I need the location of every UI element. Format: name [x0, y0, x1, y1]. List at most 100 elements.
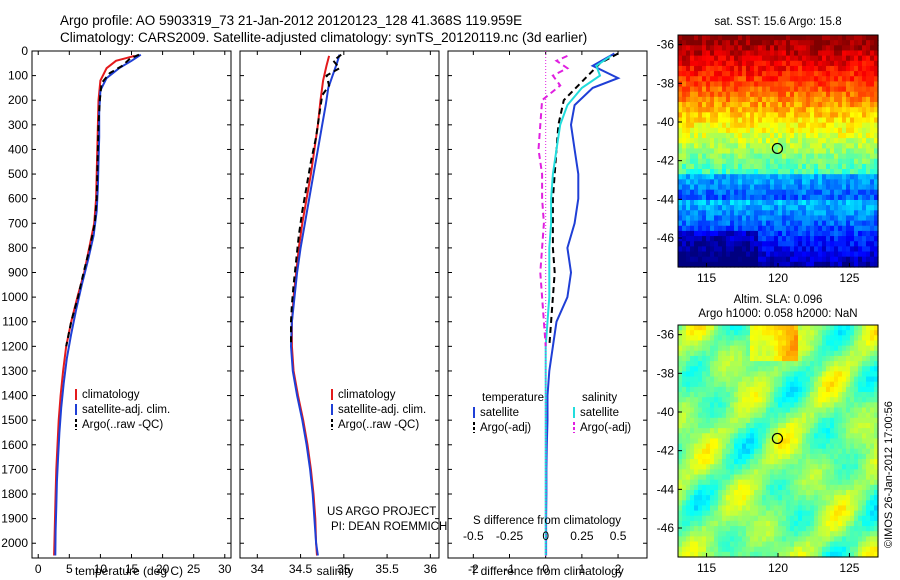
sst-cell: [870, 138, 875, 144]
sst-cell: [858, 158, 863, 165]
sst-cell: [694, 179, 699, 186]
sla-cell: [694, 428, 699, 434]
sst-cell: [790, 194, 795, 201]
sst-cell: [842, 91, 847, 98]
sst-cell: [746, 199, 751, 206]
sal-xtick-label: 34: [251, 562, 265, 576]
sst-cell: [786, 225, 791, 232]
sst-cell: [738, 81, 743, 88]
sst-cell: [778, 241, 783, 247]
sla-cell: [806, 510, 811, 517]
sla-cell: [846, 526, 851, 532]
sst-cell: [698, 210, 703, 217]
sla-cell: [798, 469, 803, 476]
temp-ytick-label: 900: [8, 266, 28, 280]
sst-cell: [702, 60, 707, 67]
sst-cell: [706, 205, 711, 211]
sst-cell: [690, 35, 695, 41]
sst-cell: [746, 86, 751, 93]
sst-cell: [834, 179, 839, 186]
sla-cell: [846, 536, 851, 543]
sla-cell: [798, 433, 803, 440]
sla-cell: [750, 469, 755, 476]
sst-cell: [814, 60, 819, 67]
sla-cell: [678, 459, 683, 465]
sla-cell: [786, 376, 791, 383]
sst-cell: [838, 220, 843, 227]
sst-cell: [738, 210, 743, 217]
sla-cell: [694, 417, 699, 424]
sst-cell: [778, 210, 783, 217]
sst-cell: [742, 112, 747, 119]
sst-cell: [846, 143, 851, 150]
sla-cell: [778, 443, 783, 450]
sla-cell: [774, 361, 779, 367]
sst-cell: [826, 91, 831, 98]
sst-cell: [702, 76, 707, 82]
sla-cell: [790, 469, 795, 476]
sla-cell: [822, 422, 827, 429]
sla-cell: [698, 443, 703, 450]
sla-cell: [790, 433, 795, 440]
sla-cell: [690, 505, 695, 512]
sst-cell: [722, 138, 727, 144]
sst-cell: [726, 50, 731, 57]
sla-cell: [694, 531, 699, 537]
sst-cell: [750, 35, 755, 41]
sst-cell: [806, 184, 811, 191]
sst-cell: [746, 50, 751, 57]
sla-cell: [698, 412, 703, 419]
sst-cell: [774, 96, 779, 103]
sst-cell: [858, 127, 863, 134]
sst-cell: [782, 158, 787, 165]
sst-cell: [766, 241, 771, 247]
sla-cell: [682, 350, 687, 357]
sla-cell: [690, 464, 695, 470]
sla-cell: [750, 505, 755, 512]
sla-cell: [774, 402, 779, 409]
sst-cell: [702, 169, 707, 175]
sla-cell: [694, 526, 699, 532]
sla-cell: [810, 335, 815, 342]
sla-cell: [722, 417, 727, 424]
sla-cell: [870, 551, 875, 558]
sla-cell: [678, 438, 683, 445]
sla-cell: [702, 464, 707, 470]
sst-cell: [834, 189, 839, 196]
sla-cell: [786, 448, 791, 455]
sla-cell: [702, 531, 707, 537]
sla-cell: [690, 433, 695, 440]
sst-cell: [834, 91, 839, 98]
sst-cell: [862, 199, 867, 206]
sla-cell: [710, 479, 715, 486]
sst-cell: [838, 215, 843, 222]
sst-cell: [862, 184, 867, 191]
sst-cell: [782, 71, 787, 77]
sst-cell: [798, 35, 803, 41]
sst-cell: [842, 55, 847, 62]
sst-cell: [714, 76, 719, 82]
sst-cell: [778, 189, 783, 196]
sst-cell: [830, 91, 835, 98]
sla-cell: [842, 402, 847, 409]
sst-cell: [702, 45, 707, 52]
sla-cell: [774, 531, 779, 537]
sst-cell: [782, 122, 787, 129]
sla-cell: [838, 505, 843, 512]
sst-cell: [802, 256, 807, 263]
sla-cell: [846, 381, 851, 388]
sst-cell: [802, 225, 807, 232]
sst-cell: [762, 138, 767, 144]
sla-cell: [702, 510, 707, 517]
sst-cell: [710, 184, 715, 191]
sst-cell: [798, 153, 803, 160]
sla-cell: [858, 361, 863, 367]
sst-cell: [698, 241, 703, 247]
sst-cell: [802, 158, 807, 165]
sla-cell: [794, 422, 799, 429]
sla-cell: [822, 366, 827, 372]
sst-cell: [810, 199, 815, 206]
sla-cell: [766, 376, 771, 383]
sla-cell: [830, 515, 835, 522]
sla-cell: [854, 489, 859, 496]
